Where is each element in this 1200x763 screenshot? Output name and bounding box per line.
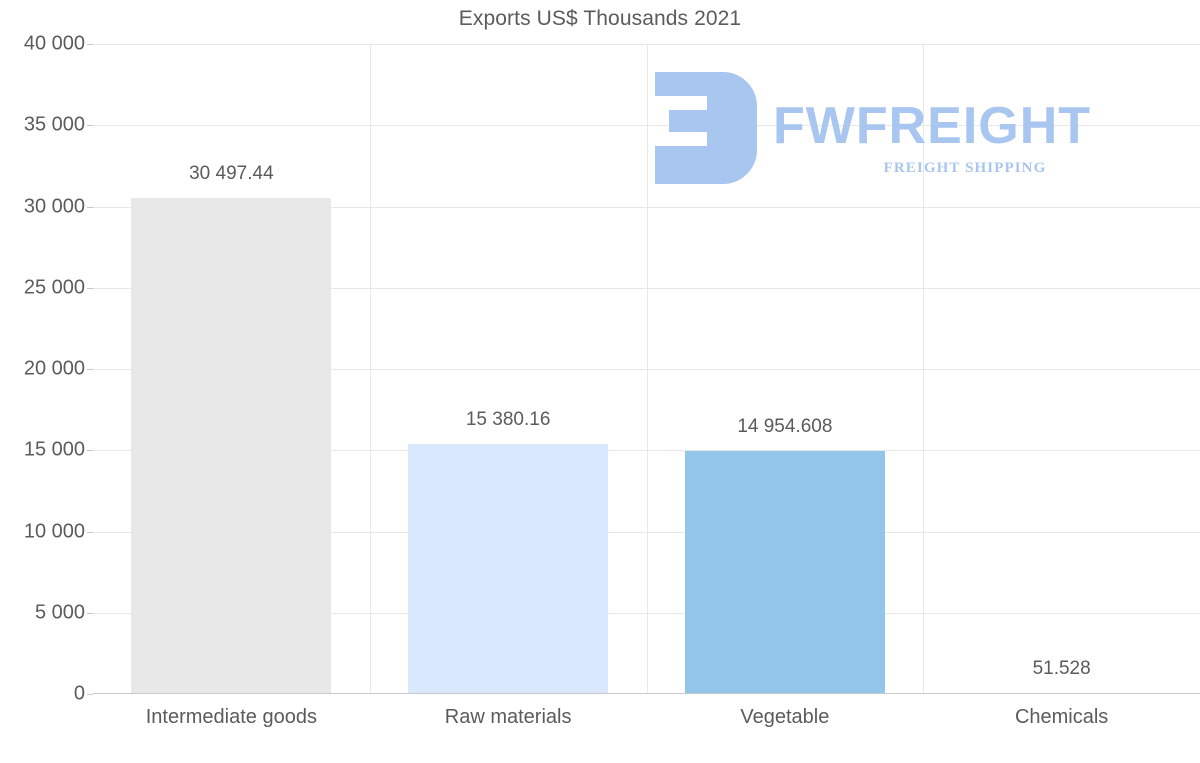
gridline-vertical <box>370 44 371 694</box>
y-axis-tick-label: 5 000 <box>34 601 85 624</box>
gridline-horizontal <box>93 612 1200 614</box>
bar[interactable] <box>408 444 608 694</box>
y-axis-tick-label: 30 000 <box>23 195 85 217</box>
y-axis-tick-mark <box>87 369 93 370</box>
y-axis-tick-label: 40 000 <box>23 32 85 55</box>
y-axis-tick-label: 20 000 <box>23 357 85 380</box>
y-axis-tick-label: 25 000 <box>23 276 85 299</box>
y-axis-tick-mark <box>87 450 93 452</box>
gridline-horizontal <box>93 287 1200 289</box>
x-axis-tick-label: Vegetable <box>740 706 830 728</box>
y-axis-tick-mark <box>87 287 93 289</box>
bar[interactable] <box>685 451 885 694</box>
y-axis-tick-mark <box>87 125 93 127</box>
x-axis-tick-label: Chemicals <box>1014 706 1109 728</box>
plot-area <box>87 44 1200 695</box>
gridline-horizontal <box>93 206 1200 208</box>
y-axis-tick-mark <box>87 206 93 208</box>
gridline-horizontal <box>93 450 1200 452</box>
y-axis-tick-mark <box>87 531 93 533</box>
bar-value-label: 14 954.608 <box>737 415 833 437</box>
gridline-horizontal <box>93 44 1200 45</box>
bar-value-label: 15 380.16 <box>465 409 551 431</box>
x-axis-line <box>93 693 1200 694</box>
gridline-horizontal <box>93 531 1200 533</box>
x-axis-tick-label: Raw materials <box>444 706 572 728</box>
y-axis-tick-label: 15 000 <box>23 438 85 461</box>
y-axis-tick-label: 35 000 <box>23 113 85 136</box>
y-axis-tick-mark <box>87 694 93 695</box>
bar-value-label: 30 497.44 <box>189 163 274 185</box>
gridline-horizontal <box>93 369 1200 370</box>
x-axis-tick-label: Intermediate goods <box>145 706 317 728</box>
gridline-horizontal <box>93 125 1200 127</box>
bar[interactable] <box>131 198 331 694</box>
chart-title: Exports US$ Thousands 2021 <box>458 7 742 30</box>
y-axis-tick-mark <box>87 612 93 614</box>
y-axis-tick-label: 10 000 <box>23 520 85 542</box>
y-axis-tick-label: 0 <box>73 682 85 705</box>
gridline-vertical <box>647 44 648 694</box>
bar-value-label: 51.528 <box>1032 658 1091 679</box>
y-axis-tick-mark <box>87 44 93 45</box>
gridline-vertical <box>923 44 924 694</box>
